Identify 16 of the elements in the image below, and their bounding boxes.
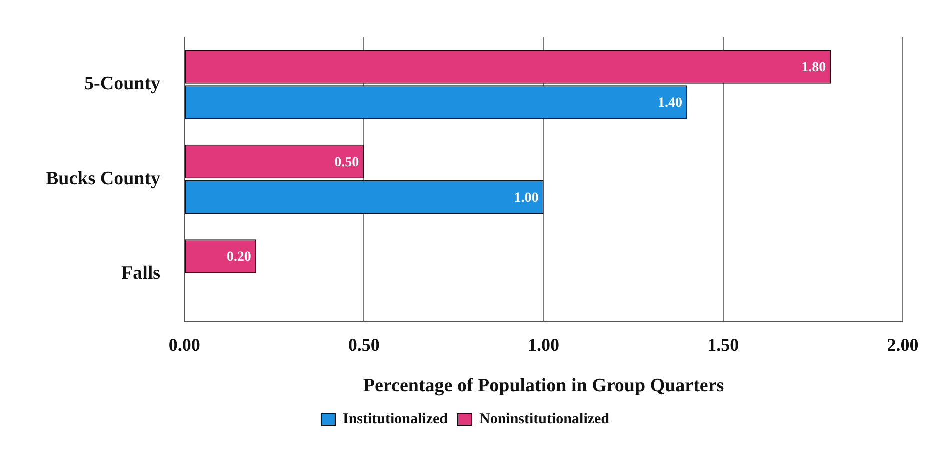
legend-label: Institutionalized: [342, 411, 449, 428]
x-axis-title: Percentage of Population in Group Quarters: [363, 376, 724, 397]
y-tick-label: Bucks County: [46, 168, 162, 190]
data-label: 0.50: [334, 155, 360, 170]
x-tick-label: 0.50: [348, 335, 380, 356]
data-label: 0.20: [226, 250, 252, 266]
legend-label: Noninstitutionalized: [480, 411, 610, 428]
data-label: 1.00: [514, 190, 539, 206]
y-tick-label: 5-County: [84, 74, 162, 95]
x-tick-label: 1.50: [708, 335, 740, 356]
x-tick-label: 2.00: [887, 335, 919, 356]
data-label: 1.80: [802, 60, 826, 76]
data-label: 1.40: [658, 96, 682, 112]
y-tick-label: Falls: [122, 263, 161, 284]
x-tick-label: 1.00: [528, 335, 560, 356]
x-tick-label: 0.00: [168, 335, 200, 356]
